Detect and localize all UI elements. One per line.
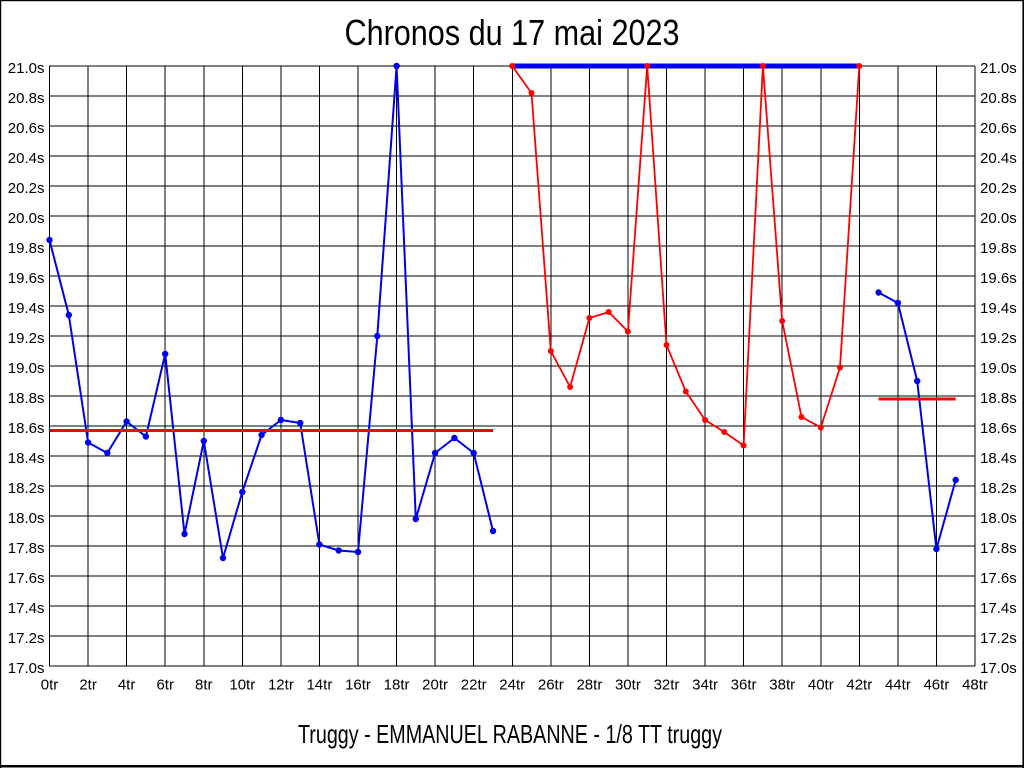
- svg-text:20.4s: 20.4s: [980, 150, 1017, 167]
- svg-text:32tr: 32tr: [654, 677, 680, 694]
- svg-text:48tr: 48tr: [962, 677, 988, 694]
- svg-text:19.4s: 19.4s: [980, 300, 1017, 317]
- svg-text:20.4s: 20.4s: [8, 150, 45, 167]
- svg-text:46tr: 46tr: [923, 677, 949, 694]
- svg-text:18.0s: 18.0s: [980, 510, 1017, 527]
- svg-text:10tr: 10tr: [229, 677, 255, 694]
- svg-text:17.8s: 17.8s: [8, 540, 45, 557]
- svg-text:44tr: 44tr: [885, 677, 911, 694]
- svg-text:20.8s: 20.8s: [980, 90, 1017, 107]
- svg-text:42tr: 42tr: [846, 677, 872, 694]
- svg-text:6tr: 6tr: [156, 677, 174, 694]
- svg-text:17.0s: 17.0s: [980, 660, 1017, 677]
- svg-text:18.6s: 18.6s: [8, 420, 45, 437]
- svg-text:8tr: 8tr: [195, 677, 213, 694]
- svg-text:20.2s: 20.2s: [8, 180, 45, 197]
- svg-text:19.4s: 19.4s: [8, 300, 45, 317]
- svg-text:21.0s: 21.0s: [980, 60, 1017, 77]
- svg-text:22tr: 22tr: [461, 677, 487, 694]
- svg-text:20.0s: 20.0s: [8, 210, 45, 227]
- svg-text:18.8s: 18.8s: [980, 390, 1017, 407]
- svg-text:20.0s: 20.0s: [980, 210, 1017, 227]
- svg-text:Truggy - EMMANUEL RABANNE - 1/: Truggy - EMMANUEL RABANNE - 1/8 TT trugg…: [298, 719, 722, 749]
- svg-text:17.0s: 17.0s: [8, 660, 45, 677]
- svg-text:20.6s: 20.6s: [8, 120, 45, 137]
- svg-text:17.8s: 17.8s: [980, 540, 1017, 557]
- svg-text:14tr: 14tr: [306, 677, 332, 694]
- svg-text:18.8s: 18.8s: [8, 390, 45, 407]
- svg-text:16tr: 16tr: [345, 677, 371, 694]
- svg-text:19.0s: 19.0s: [980, 360, 1017, 377]
- svg-text:20tr: 20tr: [422, 677, 448, 694]
- svg-text:19.0s: 19.0s: [8, 360, 45, 377]
- svg-text:18.2s: 18.2s: [8, 480, 45, 497]
- svg-text:18.0s: 18.0s: [8, 510, 45, 527]
- svg-text:19.2s: 19.2s: [8, 330, 45, 347]
- svg-text:Chronos du 17 mai 2023: Chronos du 17 mai 2023: [345, 12, 680, 53]
- svg-text:19.8s: 19.8s: [980, 240, 1017, 257]
- svg-text:17.6s: 17.6s: [8, 570, 45, 587]
- svg-text:17.2s: 17.2s: [8, 630, 45, 647]
- svg-text:24tr: 24tr: [499, 677, 525, 694]
- svg-text:19.6s: 19.6s: [980, 270, 1017, 287]
- svg-text:36tr: 36tr: [731, 677, 757, 694]
- svg-text:17.4s: 17.4s: [8, 600, 45, 617]
- svg-text:26tr: 26tr: [538, 677, 564, 694]
- svg-text:40tr: 40tr: [808, 677, 834, 694]
- svg-text:34tr: 34tr: [692, 677, 718, 694]
- svg-text:19.6s: 19.6s: [8, 270, 45, 287]
- svg-text:20.8s: 20.8s: [8, 90, 45, 107]
- svg-text:19.8s: 19.8s: [8, 240, 45, 257]
- svg-text:18.4s: 18.4s: [980, 450, 1017, 467]
- svg-text:20.6s: 20.6s: [980, 120, 1017, 137]
- svg-text:18.6s: 18.6s: [980, 420, 1017, 437]
- svg-text:28tr: 28tr: [576, 677, 602, 694]
- svg-text:21.0s: 21.0s: [8, 60, 45, 77]
- svg-text:18tr: 18tr: [384, 677, 410, 694]
- svg-text:12tr: 12tr: [268, 677, 294, 694]
- svg-text:4tr: 4tr: [118, 677, 136, 694]
- svg-text:17.6s: 17.6s: [980, 570, 1017, 587]
- svg-text:38tr: 38tr: [769, 677, 795, 694]
- svg-text:0tr: 0tr: [41, 677, 59, 694]
- svg-text:19.2s: 19.2s: [980, 330, 1017, 347]
- svg-text:18.4s: 18.4s: [8, 450, 45, 467]
- svg-text:2tr: 2tr: [79, 677, 97, 694]
- svg-text:17.2s: 17.2s: [980, 630, 1017, 647]
- svg-text:20.2s: 20.2s: [980, 180, 1017, 197]
- svg-text:18.2s: 18.2s: [980, 480, 1017, 497]
- svg-text:30tr: 30tr: [615, 677, 641, 694]
- svg-text:17.4s: 17.4s: [980, 600, 1017, 617]
